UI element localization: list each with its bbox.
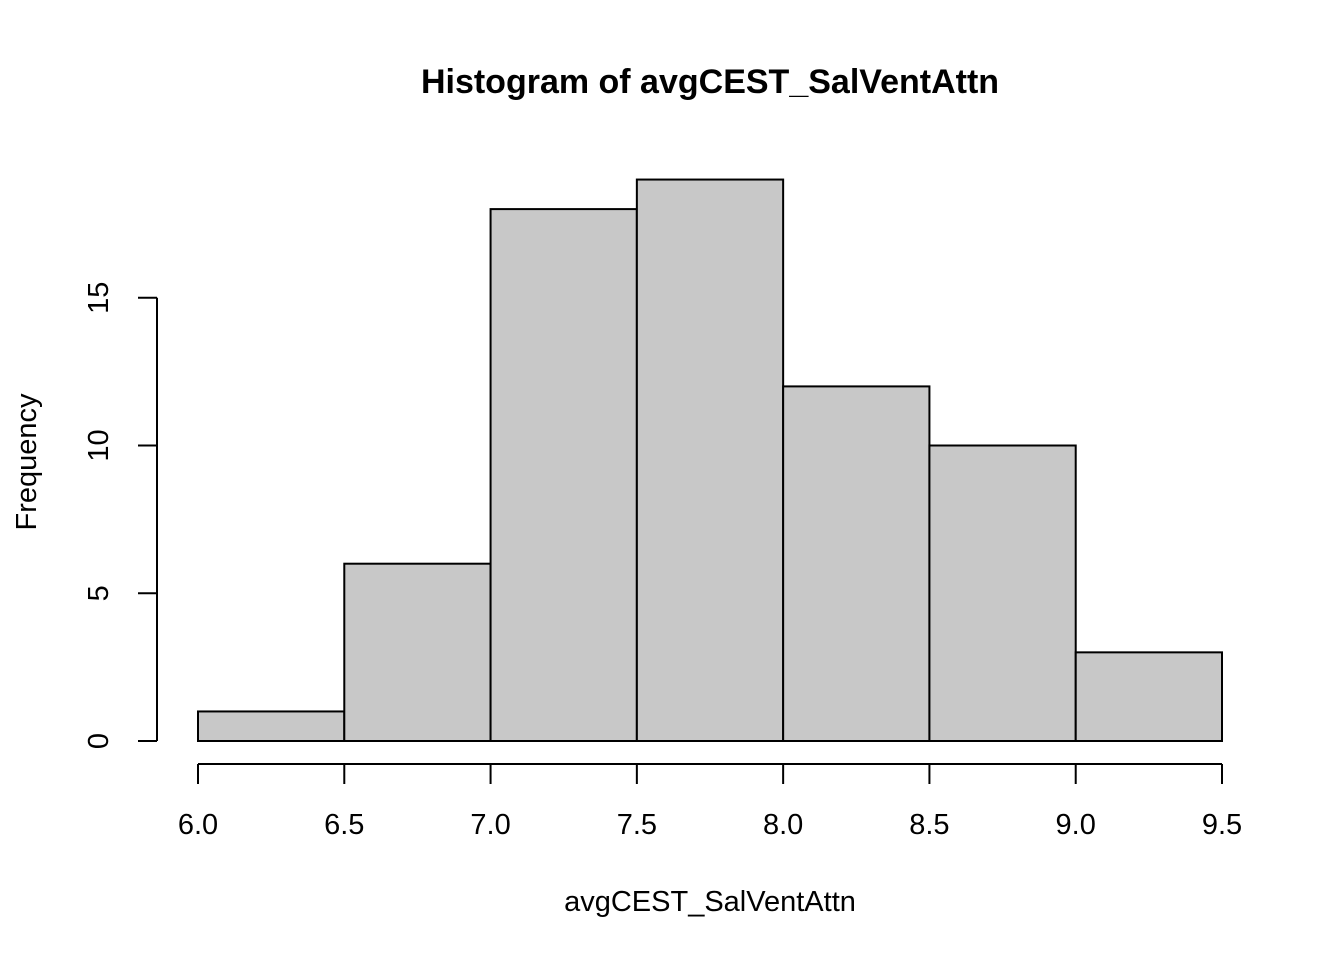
x-tick-label-1: 6.5 xyxy=(324,809,364,841)
y-tick-label-2: 10 xyxy=(83,429,115,461)
y-axis-label: Frequency xyxy=(11,393,43,531)
x-tick-label-6: 9.0 xyxy=(1056,809,1096,841)
x-axis: 6.0 6.5 7.0 7.5 8.0 8.5 9.0 9.5 xyxy=(178,763,1242,841)
x-tick-label-7: 9.5 xyxy=(1202,809,1242,841)
histogram-bar-3 xyxy=(635,178,785,743)
x-tick-label-3: 7.5 xyxy=(617,809,657,841)
histogram-bar-0 xyxy=(197,710,346,743)
x-axis-label: avgCEST_SalVentAttn xyxy=(564,886,856,918)
x-tick-label-0: 6.0 xyxy=(178,809,218,841)
histogram-bar-1 xyxy=(343,562,492,743)
x-tick-label-4: 8.0 xyxy=(763,809,803,841)
y-tick-label-1: 5 xyxy=(83,585,115,601)
x-tick-label-2: 7.0 xyxy=(470,809,510,841)
chart-title: Histogram of avgCEST_SalVentAttn xyxy=(421,63,999,101)
x-tick-label-5: 8.5 xyxy=(909,809,949,841)
histogram-bar-4 xyxy=(782,385,931,742)
y-tick-label-0: 0 xyxy=(83,733,115,749)
bars-group xyxy=(197,178,1223,743)
histogram-bar-2 xyxy=(489,208,638,743)
histogram-bar-5 xyxy=(928,444,1077,742)
y-tick-label-3: 15 xyxy=(83,282,115,314)
y-axis: 0 5 10 15 xyxy=(83,282,158,749)
histogram-bar-6 xyxy=(1074,651,1223,742)
